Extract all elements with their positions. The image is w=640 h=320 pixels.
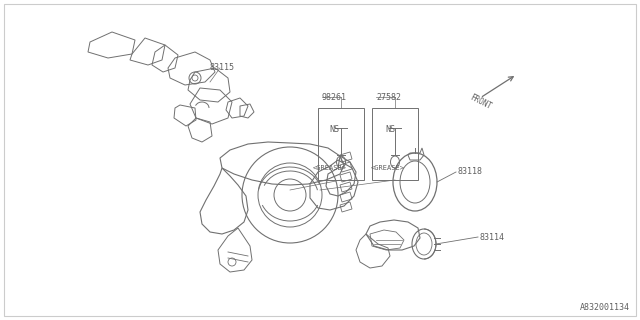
Text: FRONT: FRONT (468, 93, 493, 111)
Text: 27582: 27582 (376, 92, 401, 101)
Text: NS: NS (329, 125, 339, 134)
Text: A832001134: A832001134 (580, 303, 630, 312)
Text: 83118: 83118 (458, 167, 483, 177)
Text: NS: NS (385, 125, 395, 134)
Text: <GREASE>: <GREASE> (371, 165, 405, 171)
Text: <GREASE>: <GREASE> (313, 165, 347, 171)
Text: 98261: 98261 (322, 92, 347, 101)
Text: 83115: 83115 (210, 63, 235, 73)
Text: 83114: 83114 (480, 233, 505, 242)
